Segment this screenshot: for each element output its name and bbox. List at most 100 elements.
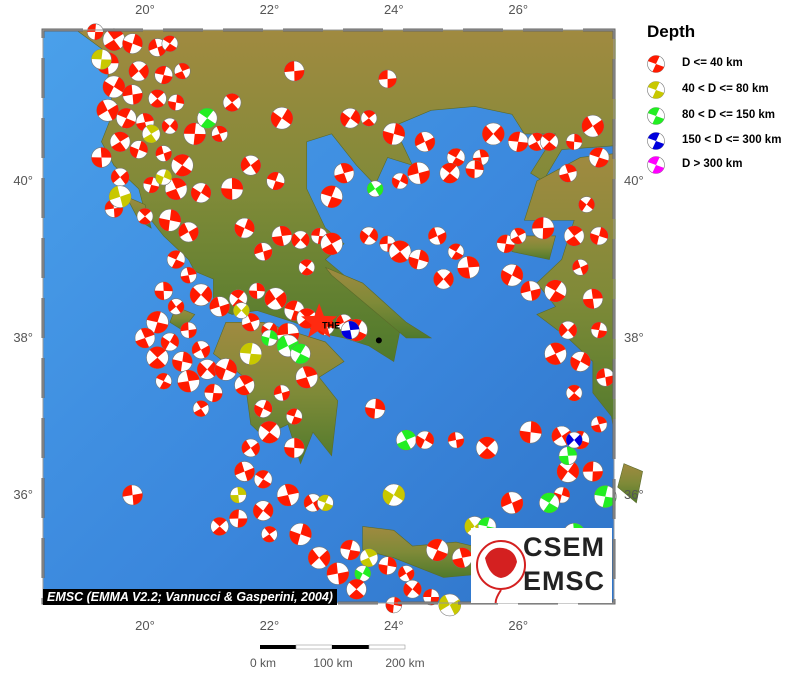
earthquake-beachball (158, 208, 182, 232)
emsc-logo: CSEM EMSC (471, 528, 612, 603)
earthquake-beachball (154, 281, 173, 301)
earthquake-beachball (578, 196, 595, 213)
legend-label: 80 < D <= 150 km (682, 109, 776, 121)
earthquake-beachball (164, 177, 188, 201)
earthquake-beachball (407, 161, 430, 185)
earthquake-beachball (183, 122, 207, 146)
legend-item: 40 < D <= 80 km (640, 80, 799, 100)
earthquake-beachball (122, 84, 143, 105)
events-layer (86, 23, 617, 617)
earthquake-beachball (507, 131, 529, 153)
earthquake-beachball (102, 28, 126, 52)
longitude-tick-label: 20° (135, 618, 155, 633)
earthquake-beachball (253, 469, 273, 489)
earthquake-beachball (161, 117, 179, 135)
legend-label: 40 < D <= 80 km (682, 83, 769, 95)
earthquake-beachball (447, 243, 465, 260)
earthquake-beachball (167, 94, 185, 111)
earthquake-beachball (108, 185, 132, 208)
emsc-globe-icon (476, 540, 526, 603)
earthquake-beachball (359, 548, 379, 568)
earthquake-beachball (196, 107, 218, 129)
earthquake-beachball (595, 367, 615, 387)
earthquake-beachball (283, 60, 305, 82)
landmass (617, 463, 643, 504)
earthquake-beachball (261, 329, 278, 347)
earthquake-beachball (155, 168, 172, 186)
earthquake-beachball (240, 155, 262, 176)
legend-beachball (647, 156, 665, 174)
earthquake-beachball (539, 132, 559, 152)
earthquake-beachball (558, 163, 578, 183)
earthquake-beachball (544, 342, 567, 366)
earthquake-beachball (128, 60, 150, 82)
earthquake-beachball (166, 250, 186, 269)
earthquake-beachball (593, 485, 617, 508)
earthquake-beachball (553, 486, 571, 504)
earthquake-beachball (388, 240, 412, 263)
latitude-tick-label: 38° (624, 330, 644, 345)
longitude-tick-label: 26° (508, 618, 528, 633)
latitude-tick-label: 36° (624, 487, 644, 502)
earthquake-beachball (378, 69, 397, 89)
beachball-red-icon (647, 55, 665, 73)
earthquake-beachball (86, 23, 104, 41)
earthquake-beachball (588, 147, 610, 168)
earthquake-beachball (378, 556, 397, 575)
earthquake-beachball (258, 420, 281, 444)
legend-item: D <= 40 km (640, 54, 799, 74)
longitude-tick-label: 20° (135, 2, 155, 17)
earthquake-beachball (438, 593, 462, 617)
earthquake-beachball (167, 298, 185, 315)
earthquake-beachball (339, 107, 361, 129)
earthquake-beachball (556, 460, 580, 483)
earthquake-beachball (222, 93, 242, 112)
earthquake-beachball (291, 230, 310, 250)
earthquake-beachball (91, 49, 112, 70)
scale-bar (260, 644, 406, 650)
earthquake-beachball (382, 122, 406, 146)
axis-ticks: 20° 20° 22° 22° 24° 24° 26° 26° 40° 40° 38° 38° 36° 3… (13, 2, 643, 633)
earthquake-beachball (563, 225, 585, 247)
earthquake-beachball (397, 565, 415, 582)
landmass (325, 267, 433, 339)
earthquake-beachball (320, 185, 343, 208)
earthquake-beachball (360, 109, 378, 127)
earthquake-beachball (271, 225, 293, 247)
earthquake-beachball (447, 431, 465, 449)
earthquake-beachball (155, 372, 172, 390)
earthquake-beachball (234, 374, 255, 396)
longitude-tick-label: 22° (260, 618, 280, 633)
earthquake-beachball (565, 431, 583, 449)
earthquake-beachball (290, 343, 311, 365)
earthquake-beachball (211, 125, 228, 143)
earthquake-beachball (155, 145, 172, 162)
earthquake-beachball (364, 398, 386, 419)
beachball-blue-icon (647, 132, 665, 150)
earthquake-beachball (422, 588, 440, 606)
earthquake-beachball (339, 539, 361, 561)
earthquake-beachball (154, 65, 173, 85)
longitude-tick-label: 24° (384, 2, 404, 17)
legend-label: D > 300 km (682, 158, 743, 170)
earthquake-beachball (220, 177, 244, 201)
longitude-tick-label: 26° (508, 2, 528, 17)
earthquake-beachball (289, 522, 312, 546)
earthquake-beachball (210, 517, 229, 536)
earthquake-beachball (122, 484, 143, 506)
logo-text-emsc: EMSC (523, 566, 606, 596)
earthquake-beachball (395, 429, 417, 451)
earthquake-beachball (366, 180, 384, 198)
earthquake-beachball (234, 461, 255, 482)
earthquake-beachball (333, 162, 355, 184)
earthquake-beachball (248, 282, 266, 300)
legend-beachball (647, 55, 665, 73)
earthquake-beachball (283, 437, 305, 459)
earthquake-beachball (191, 340, 211, 360)
latitude-tick-label: 38° (13, 330, 33, 345)
earthquake-beachball (382, 483, 406, 507)
legend-label: 150 < D <= 300 km (682, 134, 782, 146)
earthquake-beachball (196, 359, 218, 380)
earthquake-beachball (241, 312, 261, 332)
